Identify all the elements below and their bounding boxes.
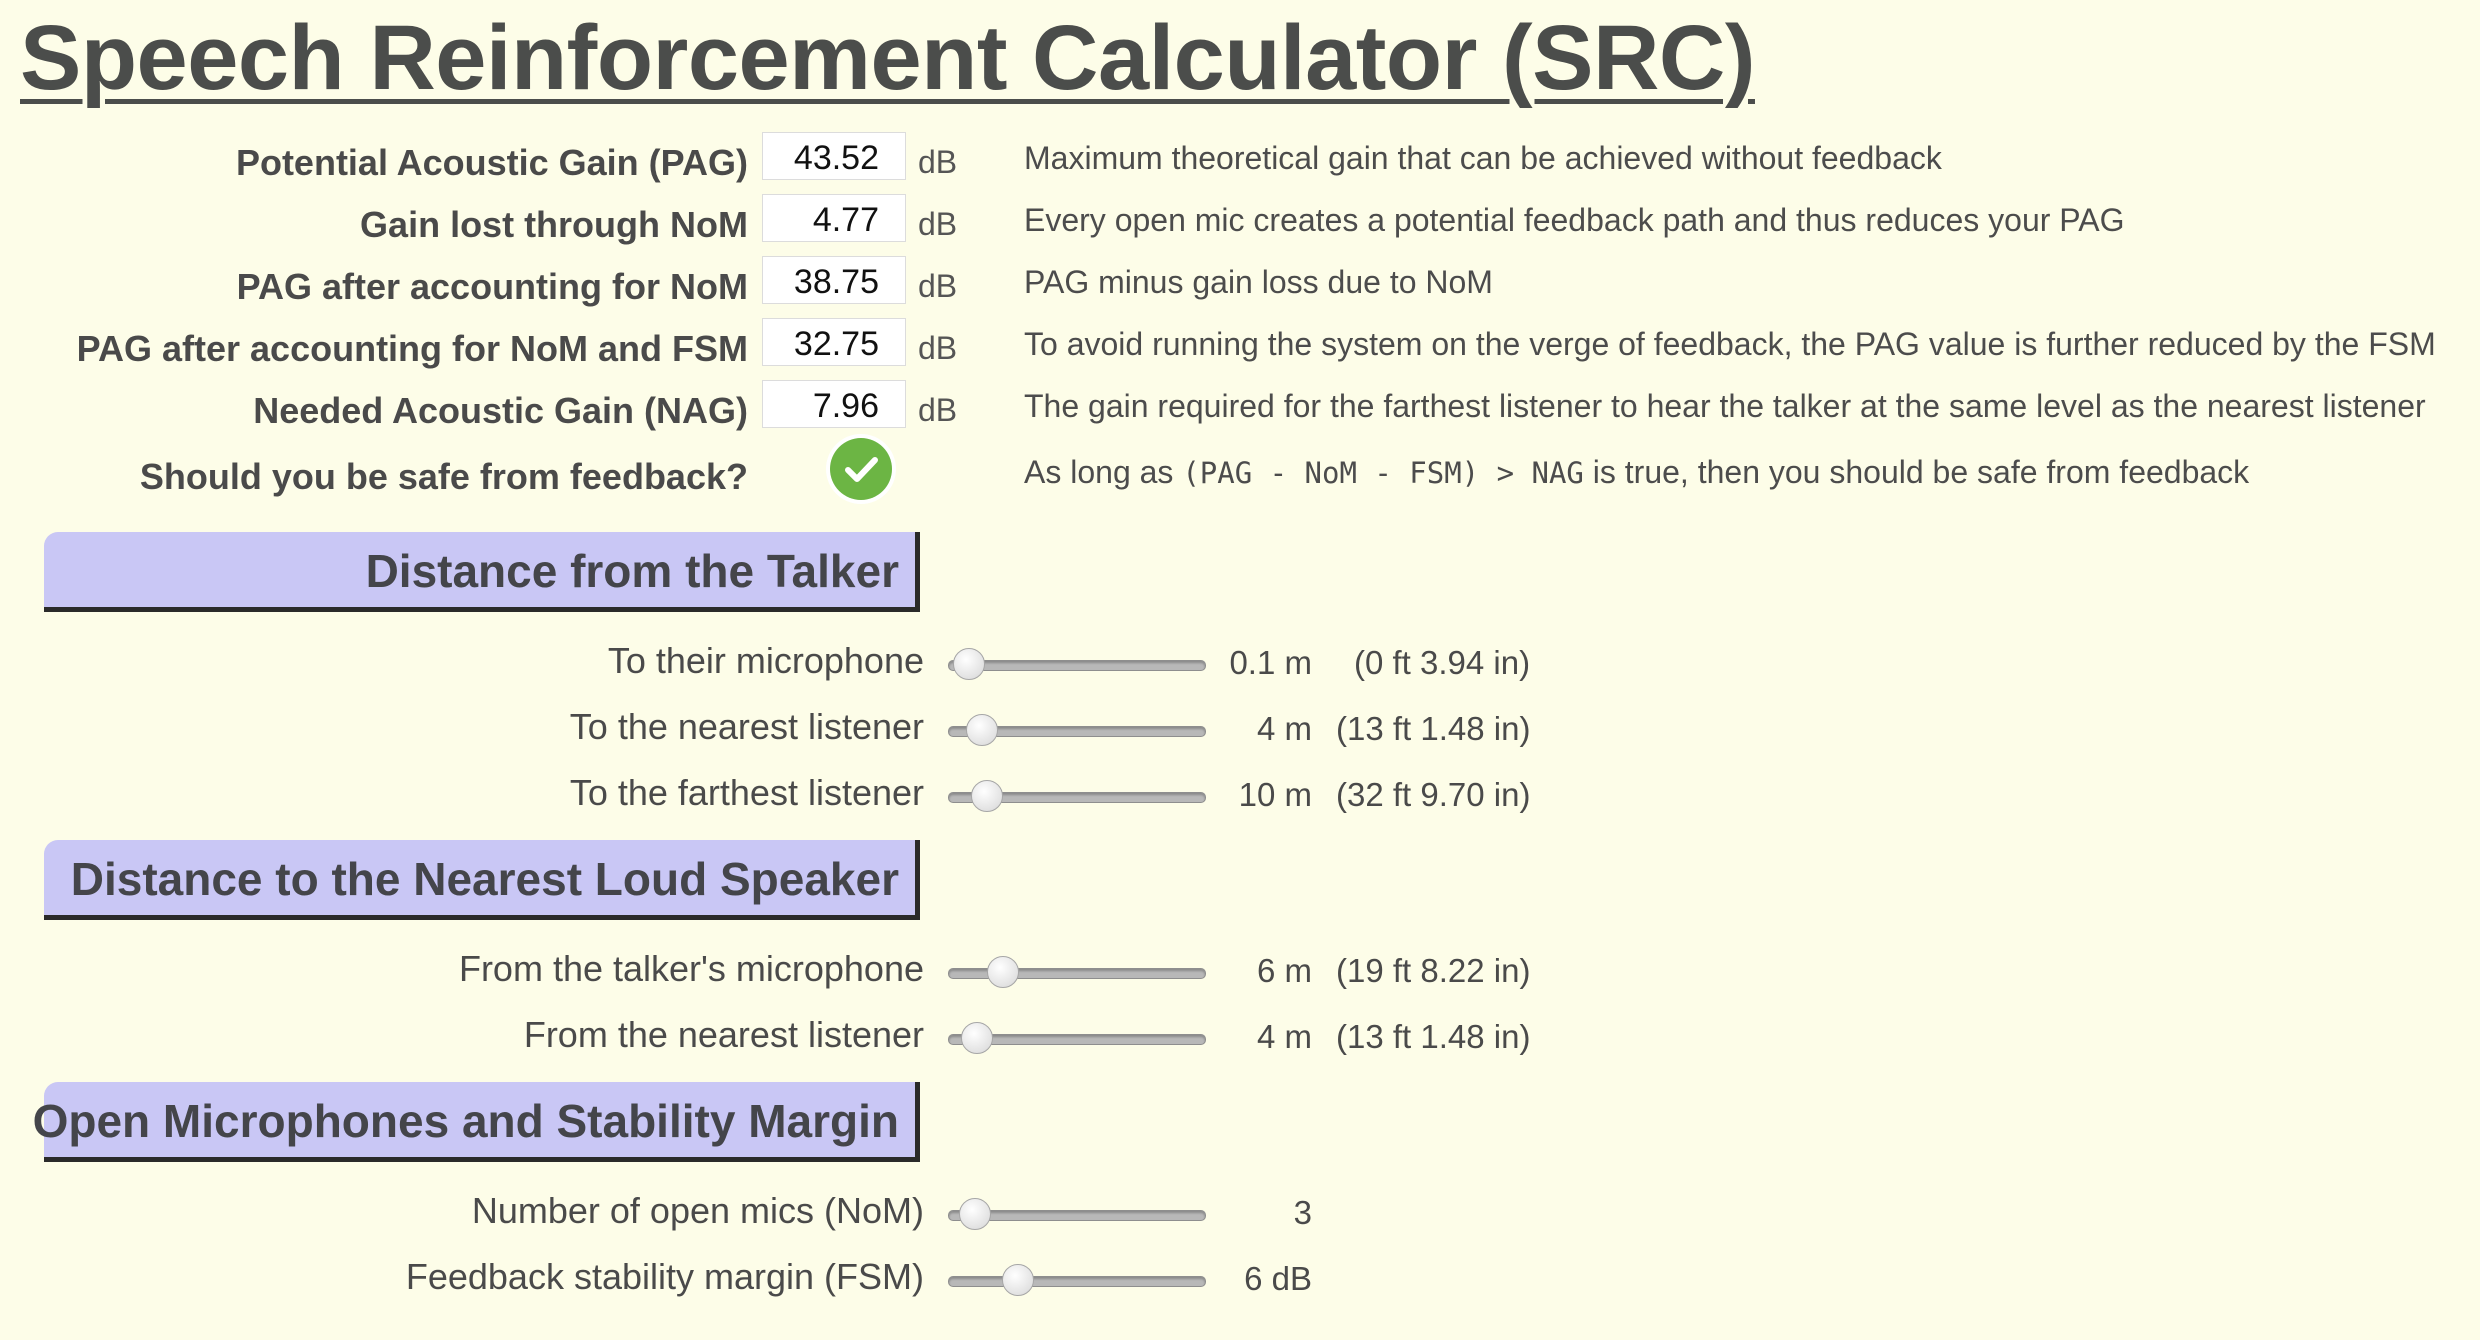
result-description: The gain required for the farthest liste… bbox=[1024, 388, 2426, 424]
section-header-open-mics-stability: Open Microphones and Stability Margin bbox=[33, 1082, 920, 1162]
result-unit: dB bbox=[918, 392, 958, 428]
result-row-pag-nom-fsm: PAG after accounting for NoM and FSM 32.… bbox=[0, 318, 2480, 380]
slider-value: 10 m bbox=[1238, 776, 1312, 813]
result-unit: dB bbox=[918, 206, 958, 242]
result-label: Gain lost through NoM bbox=[360, 204, 748, 245]
slider-row-talker-mic: To their microphone 0.1 m (0 ft 3.94 in) bbox=[0, 636, 2480, 696]
slider-thumb[interactable] bbox=[986, 956, 1019, 988]
check-circle-icon bbox=[830, 438, 892, 500]
slider-label: From the nearest listener bbox=[523, 1014, 924, 1055]
slider-value: 4 m bbox=[1256, 1018, 1312, 1055]
result-description: Every open mic creates a potential feedb… bbox=[1024, 202, 2125, 238]
nearest-listener-distance-slider[interactable] bbox=[948, 714, 1206, 746]
slider-imperial-value: (13 ft 1.48 in) bbox=[1336, 1018, 1531, 1055]
result-description: Maximum theoretical gain that can be ach… bbox=[1024, 140, 1942, 176]
slider-thumb[interactable] bbox=[971, 780, 1004, 812]
page-title: Speech Reinforcement Calculator (SRC) bbox=[20, 7, 1755, 109]
slider-imperial-value: (19 ft 8.22 in) bbox=[1336, 952, 1531, 989]
result-row-pag-nom: PAG after accounting for NoM 38.75 dB PA… bbox=[0, 256, 2480, 318]
result-label: PAG after accounting for NoM bbox=[236, 266, 748, 307]
slider-thumb[interactable] bbox=[953, 648, 986, 680]
slider-row-speaker-talker-mic: From the talker's microphone 6 m (19 ft … bbox=[0, 944, 2480, 1004]
result-unit: dB bbox=[918, 330, 958, 366]
speaker-nearest-listener-distance-slider[interactable] bbox=[948, 1022, 1206, 1054]
slider-label: To the farthest listener bbox=[569, 772, 924, 813]
result-label: Potential Acoustic Gain (PAG) bbox=[235, 142, 748, 183]
slider-label: From the talker's microphone bbox=[458, 948, 924, 989]
slider-value: 6 dB bbox=[1244, 1260, 1312, 1297]
section-header-loudspeaker-distance: Distance to the Nearest Loud Speaker bbox=[44, 840, 920, 920]
pag-nom-fsm-output-field[interactable]: 32.75 bbox=[762, 318, 906, 366]
slider-thumb[interactable] bbox=[958, 1198, 991, 1230]
slider-label: Feedback stability margin (FSM) bbox=[405, 1256, 924, 1297]
safety-description: As long as (PAG - NoM - FSM) > NAG is tr… bbox=[1024, 454, 2249, 491]
result-unit: dB bbox=[918, 268, 958, 304]
slider-value: 4 m bbox=[1256, 710, 1312, 747]
slider-thumb[interactable] bbox=[1002, 1264, 1035, 1296]
slider-thumb[interactable] bbox=[966, 714, 999, 746]
slider-imperial-value: (0 ft 3.94 in) bbox=[1354, 644, 1531, 681]
result-description: PAG minus gain loss due to NoM bbox=[1024, 264, 1493, 300]
section-title: Distance from the Talker bbox=[365, 545, 899, 597]
safety-desc-prefix: As long as bbox=[1024, 454, 1174, 490]
farthest-listener-distance-slider[interactable] bbox=[948, 780, 1206, 812]
slider-value: 6 m bbox=[1256, 952, 1312, 989]
slider-row-farthest-listener: To the farthest listener 10 m (32 ft 9.7… bbox=[0, 768, 2480, 828]
speaker-talker-mic-distance-slider[interactable] bbox=[948, 956, 1206, 988]
safety-formula: (PAG - NoM - FSM) > NAG bbox=[1182, 456, 1584, 490]
open-mics-slider[interactable] bbox=[948, 1198, 1206, 1230]
pag-output-field[interactable]: 43.52 bbox=[762, 132, 906, 180]
slider-value: 0.1 m bbox=[1229, 644, 1312, 681]
safety-desc-suffix: is true, then you should be safe from fe… bbox=[1592, 454, 2250, 490]
slider-label: To their microphone bbox=[607, 640, 924, 681]
slider-row-nearest-listener: To the nearest listener 4 m (13 ft 1.48 … bbox=[0, 702, 2480, 762]
slider-label: Number of open mics (NoM) bbox=[471, 1190, 924, 1231]
slider-row-speaker-nearest-listener: From the nearest listener 4 m (13 ft 1.4… bbox=[0, 1010, 2480, 1070]
fsm-slider[interactable] bbox=[948, 1264, 1206, 1296]
slider-value: 3 bbox=[1293, 1194, 1312, 1231]
result-description: To avoid running the system on the verge… bbox=[1024, 326, 2436, 362]
slider-row-open-mics: Number of open mics (NoM) 3 bbox=[0, 1186, 2480, 1246]
result-unit: dB bbox=[918, 144, 958, 180]
safety-row: Should you be safe from feedback? As lon… bbox=[0, 438, 2480, 508]
section-title: Open Microphones and Stability Margin bbox=[32, 1095, 899, 1147]
result-row-gain-lost: Gain lost through NoM 4.77 dB Every open… bbox=[0, 194, 2480, 256]
slider-imperial-value: (32 ft 9.70 in) bbox=[1336, 776, 1531, 813]
slider-label: To the nearest listener bbox=[569, 706, 924, 747]
safety-label: Should you be safe from feedback? bbox=[139, 456, 748, 497]
slider-imperial-value: (13 ft 1.48 in) bbox=[1336, 710, 1531, 747]
pag-nom-output-field[interactable]: 38.75 bbox=[762, 256, 906, 304]
section-header-talker-distance: Distance from the Talker bbox=[44, 532, 920, 612]
slider-row-fsm: Feedback stability margin (FSM) 6 dB bbox=[0, 1252, 2480, 1312]
talker-mic-distance-slider[interactable] bbox=[948, 648, 1206, 680]
nag-output-field[interactable]: 7.96 bbox=[762, 380, 906, 428]
result-label: PAG after accounting for NoM and FSM bbox=[76, 328, 748, 369]
result-row-nag: Needed Acoustic Gain (NAG) 7.96 dB The g… bbox=[0, 380, 2480, 442]
result-label: Needed Acoustic Gain (NAG) bbox=[253, 390, 748, 431]
result-row-pag: Potential Acoustic Gain (PAG) 43.52 dB M… bbox=[0, 132, 2480, 194]
section-title: Distance to the Nearest Loud Speaker bbox=[70, 853, 899, 905]
gain-lost-output-field[interactable]: 4.77 bbox=[762, 194, 906, 242]
slider-thumb[interactable] bbox=[961, 1022, 994, 1054]
